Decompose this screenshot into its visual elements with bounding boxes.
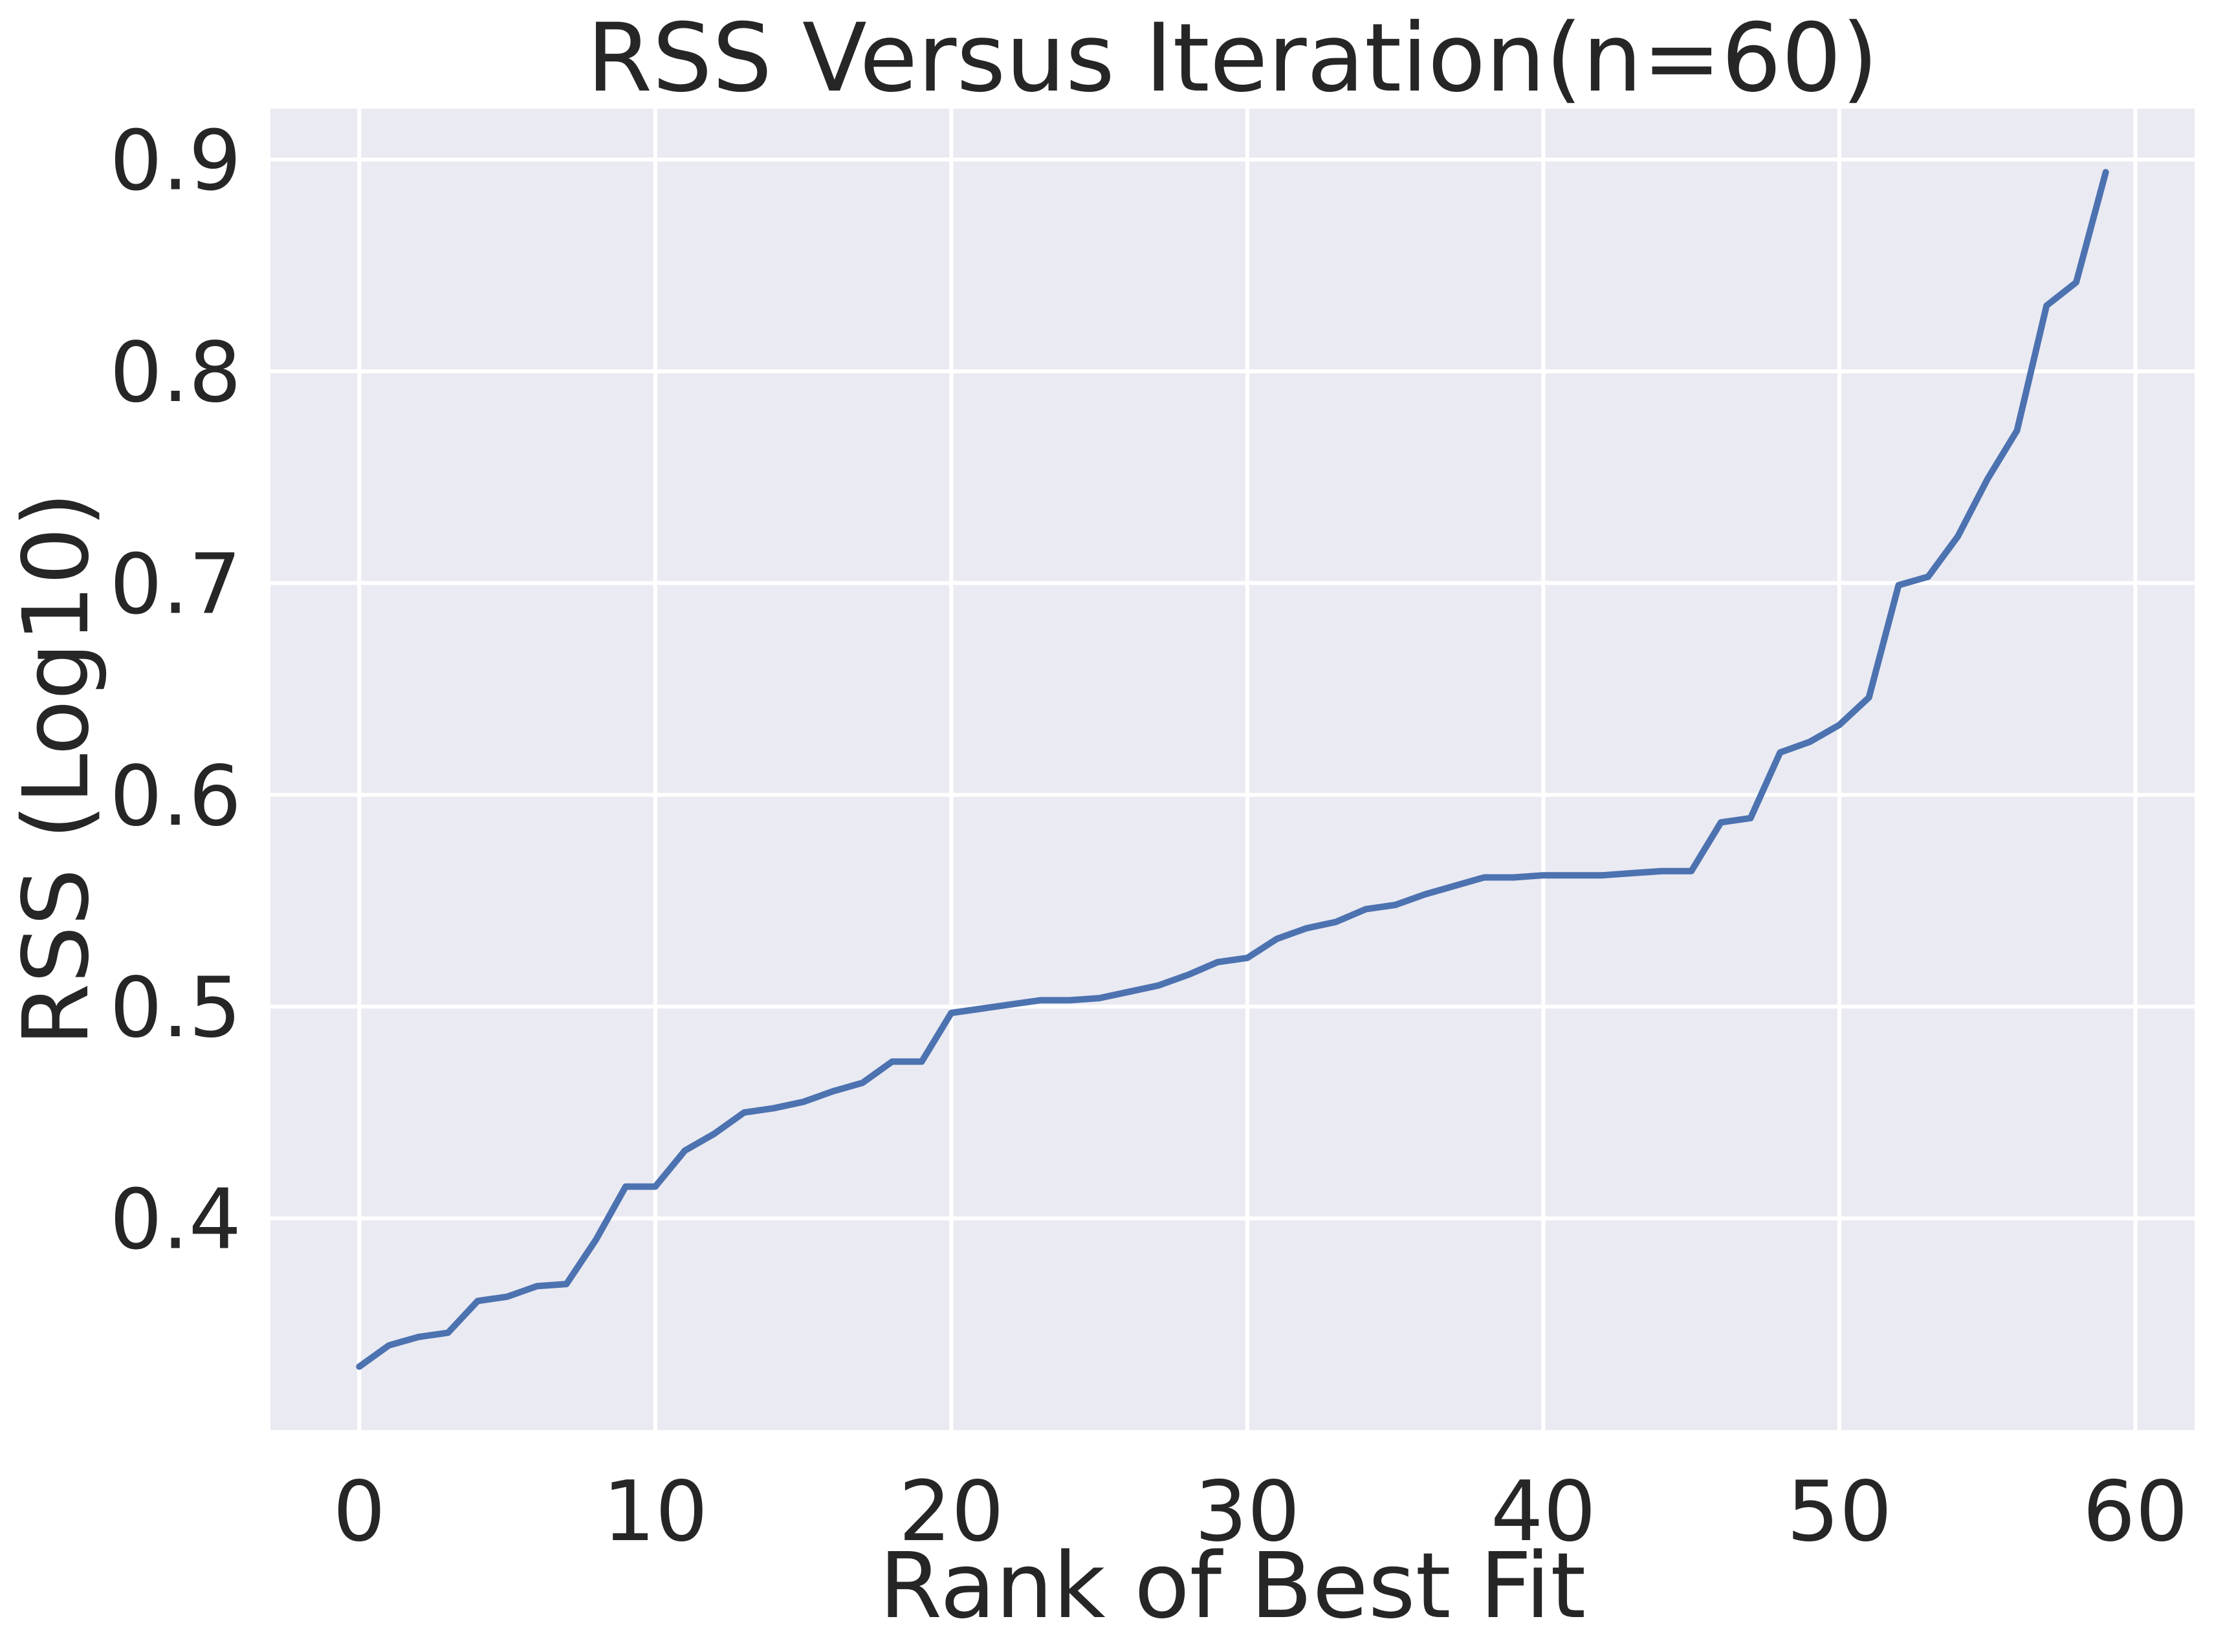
y-tick-label: 0.5 (109, 960, 241, 1056)
x-tick-label: 0 (333, 1464, 386, 1560)
y-tick-label: 0.6 (109, 748, 241, 845)
tick-labels: 0 10 20 30 40 50 60 0.4 0.5 0.6 0.7 0.8 0.9 (109, 113, 2187, 1560)
x-tick-label: 10 (602, 1464, 708, 1560)
y-axis-label: RSS (Log10) (4, 492, 109, 1047)
x-tick-label: 30 (1194, 1464, 1300, 1560)
x-tick-label: 40 (1491, 1464, 1596, 1560)
y-tick-label: 0.7 (109, 536, 241, 633)
grid-lines (270, 109, 2195, 1430)
x-tick-label: 60 (2083, 1464, 2188, 1560)
chart-title: RSS Versus Iteration(n=60) (587, 3, 1879, 113)
y-tick-label: 0.8 (109, 325, 241, 421)
x-tick-label: 20 (899, 1464, 1004, 1560)
x-axis-label: Rank of Best Fit (879, 1534, 1586, 1639)
x-tick-label: 50 (1787, 1464, 1892, 1560)
series-line-group (356, 169, 2109, 1370)
series-line (356, 169, 2109, 1370)
y-tick-label: 0.4 (109, 1172, 241, 1268)
plot-area (270, 109, 2195, 1430)
y-tick-label: 0.9 (109, 113, 241, 210)
